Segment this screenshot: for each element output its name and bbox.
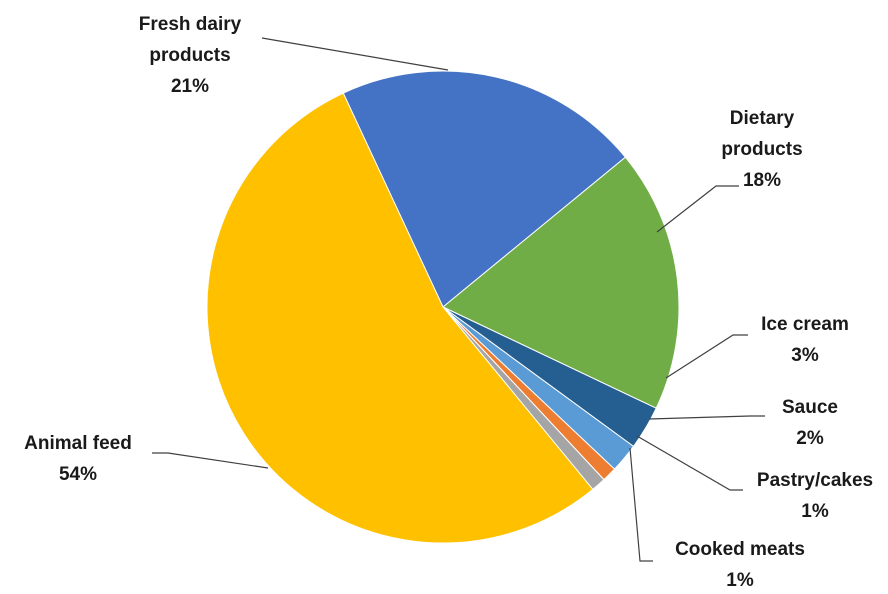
pie-slice-fresh-dairy-products <box>342 70 627 308</box>
slice-label-cooked-meats: Cooked meats 1% <box>675 539 805 591</box>
slice-name-cooked-meats: Cooked meats <box>675 539 805 560</box>
slice-labels: Fresh dairy products 21% Dietary products 18%… <box>24 14 873 591</box>
slice-name-fresh-dairy-products: products <box>149 45 230 66</box>
leader-line-sauce <box>648 415 765 420</box>
leader-line-pastry-cakes <box>636 435 743 491</box>
slice-percent-pastry-cakes: 1% <box>801 501 829 522</box>
slice-label-animal-feed: Animal feed 54% <box>24 433 132 485</box>
leader-line-dietary-products <box>656 185 739 233</box>
leader-line-animal-feed <box>152 452 269 469</box>
slice-percent-cooked-meats: 1% <box>726 570 754 591</box>
slice-percent-ice-cream: 3% <box>791 345 819 366</box>
slice-name-animal-feed: Animal feed <box>24 433 132 454</box>
slice-percent-fresh-dairy-products: 21% <box>171 76 209 97</box>
slice-name-dietary-products: Dietary <box>730 108 795 129</box>
slice-label-fresh-dairy-products: Fresh dairy products 21% <box>139 14 242 97</box>
pie-slice-dietary-products <box>442 156 680 409</box>
pie-slices <box>206 70 680 544</box>
slice-name-fresh-dairy-products: Fresh dairy <box>139 14 242 35</box>
leader-line-ice-cream <box>665 334 748 379</box>
slice-name-dietary-products: products <box>721 139 802 160</box>
slice-percent-sauce: 2% <box>796 428 824 449</box>
slice-label-pastry-cakes: Pastry/cakes 1% <box>757 470 873 522</box>
slice-label-dietary-products: Dietary products 18% <box>721 108 802 191</box>
leader-line-cooked-meats <box>629 447 653 562</box>
slice-label-ice-cream: Ice cream 3% <box>761 314 849 366</box>
slice-percent-animal-feed: 54% <box>59 464 97 485</box>
slice-percent-dietary-products: 18% <box>743 170 781 191</box>
leader-line-fresh-dairy-products <box>261 37 449 71</box>
pie-slice-animal-feed <box>206 92 594 544</box>
slice-name-ice-cream: Ice cream <box>761 314 849 335</box>
slice-name-sauce: Sauce <box>782 397 838 418</box>
slice-name-pastry-cakes: Pastry/cakes <box>757 470 873 491</box>
slice-label-sauce: Sauce 2% <box>782 397 838 449</box>
leader-lines <box>152 37 765 562</box>
